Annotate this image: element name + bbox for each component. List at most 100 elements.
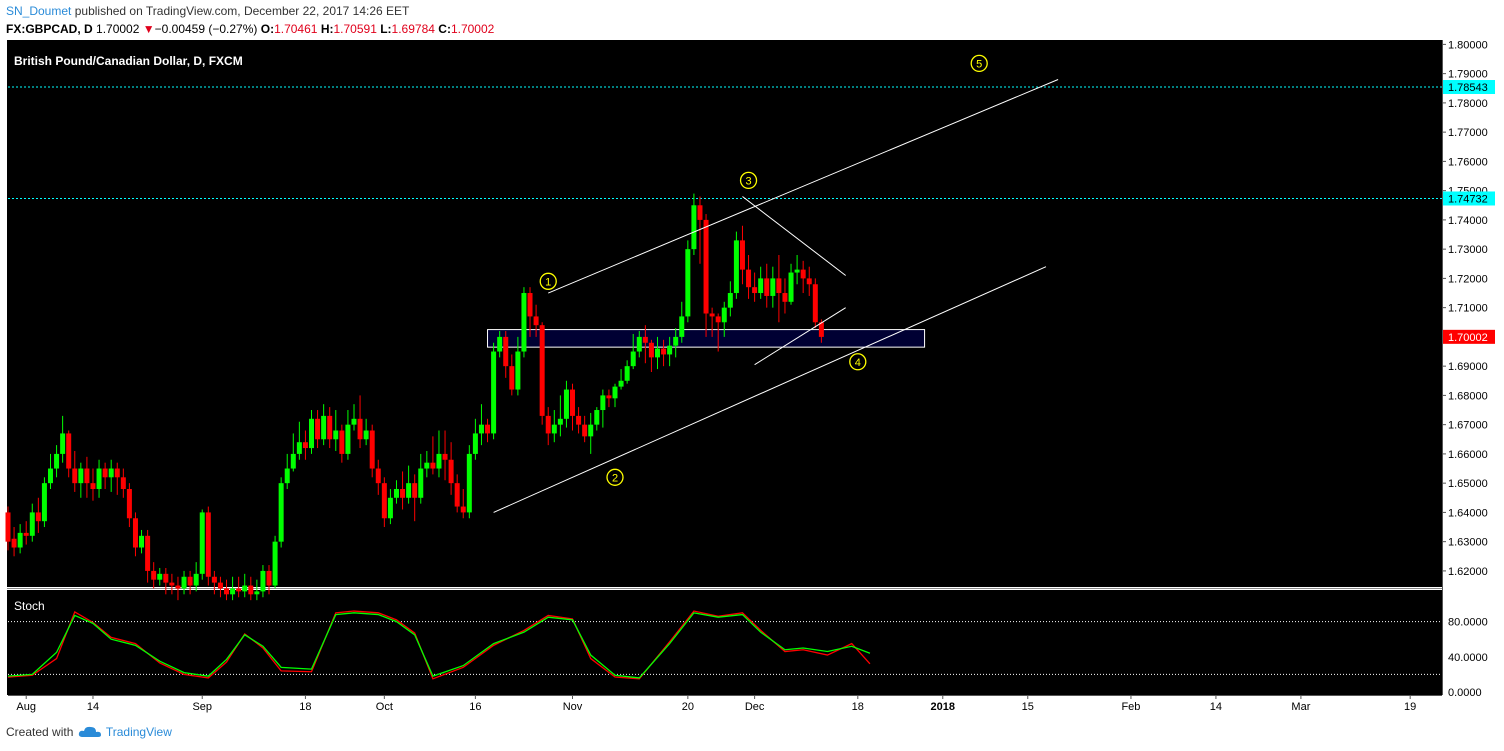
candle-body[interactable] bbox=[248, 585, 254, 595]
candle-body[interactable] bbox=[187, 576, 193, 586]
candle-body[interactable] bbox=[381, 483, 387, 519]
candle-body[interactable] bbox=[351, 418, 357, 425]
candle-body[interactable] bbox=[648, 342, 654, 358]
candle-body[interactable] bbox=[120, 477, 126, 490]
candle-body[interactable] bbox=[35, 512, 41, 522]
candle-body[interactable] bbox=[642, 336, 648, 343]
candle-body[interactable] bbox=[54, 453, 60, 469]
candle-body[interactable] bbox=[654, 348, 660, 358]
candle-body[interactable] bbox=[224, 588, 230, 595]
candle-body[interactable] bbox=[472, 433, 478, 454]
candle-body[interactable] bbox=[630, 351, 636, 367]
tradingview-brand-link[interactable]: TradingView bbox=[105, 725, 172, 739]
candle-body[interactable] bbox=[685, 249, 691, 317]
candle-body[interactable] bbox=[17, 532, 23, 548]
candle-body[interactable] bbox=[466, 453, 472, 513]
candle-body[interactable] bbox=[102, 468, 108, 478]
candle-body[interactable] bbox=[478, 424, 484, 434]
candle-body[interactable] bbox=[764, 278, 770, 296]
candle-body[interactable] bbox=[752, 287, 758, 294]
candle-body[interactable] bbox=[557, 418, 563, 425]
candle-body[interactable] bbox=[739, 240, 745, 270]
candle-body[interactable] bbox=[812, 284, 818, 323]
candle-body[interactable] bbox=[175, 585, 181, 589]
candle-body[interactable] bbox=[770, 278, 776, 296]
trendline[interactable] bbox=[493, 266, 1047, 513]
candle-body[interactable] bbox=[375, 468, 381, 484]
candle-body[interactable] bbox=[266, 570, 272, 586]
candle-body[interactable] bbox=[242, 585, 248, 592]
candle-body[interactable] bbox=[509, 366, 515, 390]
candle-body[interactable] bbox=[448, 459, 454, 484]
candle-body[interactable] bbox=[260, 570, 266, 592]
candle-body[interactable] bbox=[357, 418, 363, 440]
candle-body[interactable] bbox=[576, 415, 582, 425]
candle-body[interactable] bbox=[387, 497, 393, 519]
candle-body[interactable] bbox=[551, 424, 557, 434]
candle-body[interactable] bbox=[163, 573, 169, 583]
candle-body[interactable] bbox=[363, 430, 369, 440]
candle-body[interactable] bbox=[23, 532, 29, 536]
candle-body[interactable] bbox=[5, 512, 11, 542]
candle-body[interactable] bbox=[132, 518, 138, 548]
candle-body[interactable] bbox=[126, 489, 132, 519]
candle-body[interactable] bbox=[703, 219, 709, 314]
candle-body[interactable] bbox=[612, 386, 618, 399]
candle-body[interactable] bbox=[533, 316, 539, 326]
candle-body[interactable] bbox=[746, 269, 752, 288]
candle-body[interactable] bbox=[424, 462, 430, 469]
candle-body[interactable] bbox=[600, 395, 606, 411]
candle-body[interactable] bbox=[236, 588, 242, 592]
candle-body[interactable] bbox=[302, 442, 308, 449]
candle-body[interactable] bbox=[545, 415, 551, 434]
trendline[interactable] bbox=[548, 79, 1059, 294]
candle-body[interactable] bbox=[278, 483, 284, 542]
candle-body[interactable] bbox=[661, 348, 667, 355]
candle-body[interactable] bbox=[818, 322, 824, 337]
candle-body[interactable] bbox=[806, 278, 812, 285]
candle-body[interactable] bbox=[47, 468, 53, 484]
candle-body[interactable] bbox=[788, 272, 794, 302]
candle-body[interactable] bbox=[327, 415, 333, 440]
candle-body[interactable] bbox=[436, 453, 442, 469]
candle-body[interactable] bbox=[430, 462, 436, 469]
stoch-k-line[interactable] bbox=[7, 612, 871, 679]
candle-body[interactable] bbox=[727, 293, 733, 308]
candle-body[interactable] bbox=[84, 468, 90, 484]
candle-body[interactable] bbox=[588, 424, 594, 437]
candle-body[interactable] bbox=[41, 483, 47, 522]
candle-body[interactable] bbox=[11, 538, 17, 548]
candle-body[interactable] bbox=[582, 424, 588, 437]
candle-body[interactable] bbox=[412, 483, 418, 498]
trendline[interactable] bbox=[754, 307, 846, 366]
candle-body[interactable] bbox=[491, 351, 497, 434]
candle-body[interactable] bbox=[315, 418, 321, 440]
candle-body[interactable] bbox=[521, 293, 527, 352]
candle-body[interactable] bbox=[393, 489, 399, 498]
candle-body[interactable] bbox=[636, 336, 642, 352]
candle-body[interactable] bbox=[503, 336, 509, 367]
candle-body[interactable] bbox=[151, 570, 157, 580]
candle-body[interactable] bbox=[776, 278, 782, 294]
candle-body[interactable] bbox=[230, 588, 236, 595]
candle-body[interactable] bbox=[29, 512, 35, 536]
candle-body[interactable] bbox=[539, 325, 545, 416]
candle-body[interactable] bbox=[296, 442, 302, 454]
candle-body[interactable] bbox=[157, 573, 163, 580]
candle-body[interactable] bbox=[794, 269, 800, 273]
candle-body[interactable] bbox=[90, 483, 96, 490]
candle-body[interactable] bbox=[715, 316, 721, 323]
candle-body[interactable] bbox=[60, 433, 66, 454]
candle-body[interactable] bbox=[624, 366, 630, 381]
candle-body[interactable] bbox=[193, 573, 199, 586]
candle-body[interactable] bbox=[272, 541, 278, 586]
candle-body[interactable] bbox=[339, 430, 345, 454]
author-link[interactable]: SN_Doumet bbox=[6, 4, 72, 18]
candle-body[interactable] bbox=[199, 512, 205, 574]
candle-body[interactable] bbox=[721, 307, 727, 323]
candle-body[interactable] bbox=[418, 468, 424, 498]
candle-body[interactable] bbox=[515, 351, 521, 390]
candle-body[interactable] bbox=[333, 430, 339, 440]
candle-body[interactable] bbox=[618, 380, 624, 387]
